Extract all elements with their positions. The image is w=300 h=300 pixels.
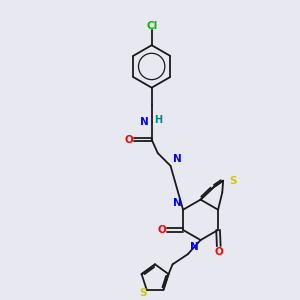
Text: O: O <box>124 135 133 145</box>
Text: N: N <box>190 242 199 252</box>
Text: O: O <box>157 225 166 235</box>
Text: N: N <box>172 198 182 208</box>
Text: S: S <box>140 288 147 298</box>
Text: O: O <box>214 247 223 256</box>
Text: H: H <box>154 115 162 125</box>
Text: N: N <box>140 117 148 127</box>
Text: Cl: Cl <box>146 21 157 31</box>
Text: N: N <box>173 154 182 164</box>
Text: S: S <box>229 176 237 186</box>
